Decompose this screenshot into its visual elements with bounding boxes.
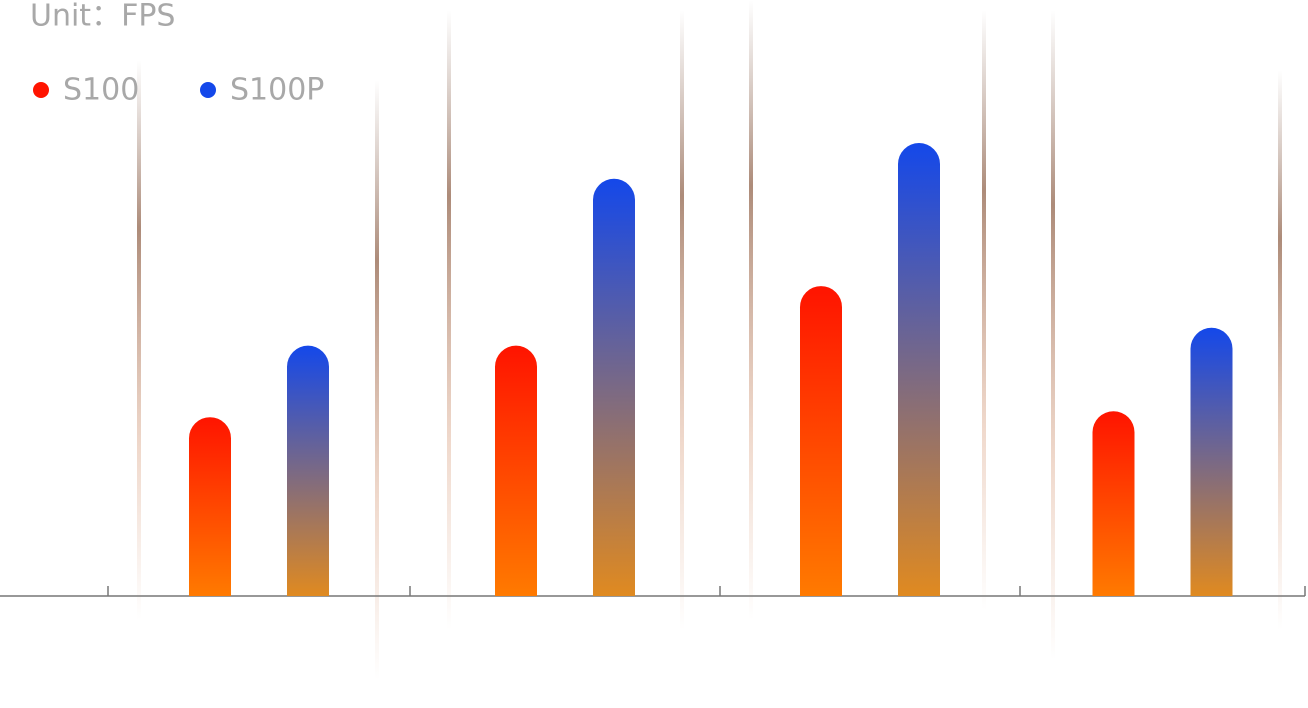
legend-marker: [33, 82, 49, 98]
bar: [189, 417, 231, 596]
bar: [495, 345, 537, 596]
bar: [898, 143, 940, 597]
bar: [287, 345, 329, 596]
legend-marker: [200, 82, 216, 98]
bar: [593, 178, 635, 597]
bar: [1092, 411, 1135, 596]
legend-label: S100P: [230, 73, 324, 108]
decoration: [137, 0, 1282, 680]
legend-label: S100: [63, 73, 139, 108]
chart-title: Unit：FPS: [30, 0, 175, 34]
x-ticks: [107, 586, 1306, 596]
bar: [1190, 327, 1233, 596]
bar: [800, 286, 842, 596]
